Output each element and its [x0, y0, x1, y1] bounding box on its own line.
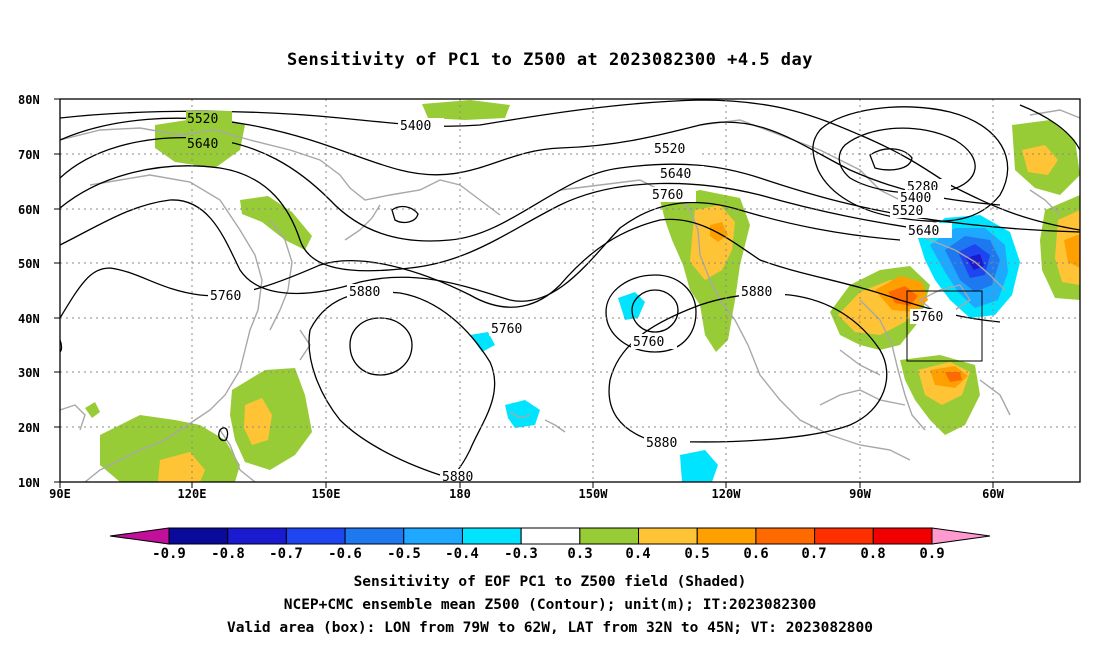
contour-label: 5880 — [646, 436, 677, 451]
colorbar-high-triangle — [931, 527, 991, 545]
contour-label: 5400 — [400, 119, 431, 134]
colorbar-label: -0.3 — [504, 546, 538, 562]
colorbar-cell — [461, 527, 522, 545]
colorbar-label: 0.5 — [684, 546, 709, 562]
lon-label: 150W — [579, 487, 609, 501]
lon-label: 120E — [178, 487, 207, 501]
colorbar-cell — [755, 527, 816, 545]
colorbar-label: -0.4 — [445, 546, 479, 562]
contour-line — [218, 427, 229, 442]
lat-label: 60N — [18, 203, 40, 217]
colorbar-label: -0.6 — [328, 546, 362, 562]
colorbar-label: -0.5 — [387, 546, 421, 562]
lat-lon-grid — [60, 99, 1080, 482]
contour-label: 5760 — [652, 188, 683, 203]
contour-label: 5760 — [912, 310, 943, 325]
colorbar-label: 0.6 — [743, 546, 768, 562]
contour-label: 5760 — [491, 322, 522, 337]
lon-labels: 90E 120E 150E 180 150W 120W 90W 60W — [49, 487, 1004, 501]
caption-line-2: NCEP+CMC ensemble mean Z500 (Contour); u… — [283, 597, 817, 613]
colorbar-cell — [579, 527, 640, 545]
contour-line — [60, 199, 901, 302]
contour-label: 5640 — [187, 137, 218, 152]
colorbar: -0.9 -0.8 -0.7 -0.6 -0.5 -0.4 -0.3 0.3 0… — [109, 527, 991, 562]
lon-label: 180 — [449, 487, 471, 501]
z500-contours — [60, 99, 1080, 482]
colorbar-cell — [814, 527, 874, 545]
colorbar-label: -0.7 — [269, 546, 303, 562]
contour-label: 5520 — [654, 142, 685, 157]
contour-label: 5640 — [908, 224, 939, 239]
contour-line — [391, 205, 419, 224]
colorbar-cell — [403, 527, 463, 545]
lon-label: 60W — [982, 487, 1004, 501]
contour-line — [1019, 104, 1080, 151]
contour-label: 5520 — [187, 112, 218, 127]
colorbar-cell — [696, 527, 757, 545]
contour-label: 5400 — [900, 191, 931, 206]
colorbar-label: 0.4 — [625, 546, 650, 562]
contour-label: 5760 — [633, 335, 664, 350]
lat-label: 10N — [18, 476, 40, 490]
colorbar-label: -0.9 — [152, 546, 186, 562]
contour-label: 5640 — [660, 167, 691, 182]
map-frame — [59, 98, 1081, 483]
lat-label: 50N — [18, 257, 40, 271]
colorbar-label: 0.8 — [860, 546, 885, 562]
colorbar-label: 0.9 — [919, 546, 944, 562]
contour-line — [812, 106, 1009, 222]
contour-line — [631, 289, 679, 333]
contour-line — [60, 117, 1001, 206]
contour-line — [869, 148, 913, 171]
contour-label: 5520 — [892, 204, 923, 219]
colorbar-label: 0.7 — [801, 546, 826, 562]
colorbar-label: 0.3 — [567, 546, 592, 562]
lon-label: 150E — [312, 487, 341, 501]
lat-label: 30N — [18, 366, 40, 380]
colorbar-cell — [227, 527, 287, 545]
lon-label: 120W — [712, 487, 742, 501]
valid-area-box — [906, 290, 983, 362]
caption-line-3: Valid area (box): LON from 79W to 62W, L… — [226, 620, 873, 636]
lat-label: 40N — [18, 312, 40, 326]
axis-ticks — [54, 98, 994, 488]
caption-line-1: Sensitivity of EOF PC1 to Z500 field (Sh… — [353, 574, 747, 590]
contour-labels: 5520 5640 5400 5520 5640 5760 5280 5400 … — [186, 111, 956, 485]
contour-label: 5760 — [210, 289, 241, 304]
contour-line — [349, 317, 413, 376]
lat-label: 70N — [18, 148, 40, 162]
colorbar-cell — [285, 527, 346, 545]
colorbar-cell — [638, 527, 698, 545]
lat-labels: 80N 70N 60N 50N 40N 30N 20N 10N — [18, 93, 40, 490]
lat-label: 20N — [18, 421, 40, 435]
shaded-positive-orange — [710, 222, 1080, 388]
contour-label: 5880 — [442, 470, 473, 485]
lon-label: 90E — [49, 487, 71, 501]
colorbar-cell — [168, 527, 229, 545]
contour-line — [60, 165, 941, 272]
lat-label: 80N — [18, 93, 40, 107]
colorbar-cell — [344, 527, 405, 545]
contour-line — [605, 274, 697, 353]
colorbar-label: -0.8 — [211, 546, 245, 562]
shaded-negative-blue — [470, 215, 1020, 482]
lon-label: 90W — [849, 487, 871, 501]
contour-label: 5880 — [741, 285, 772, 300]
colorbar-cell — [520, 527, 581, 545]
contour-line — [838, 127, 976, 194]
contour-label: 5880 — [349, 285, 380, 300]
colorbar-low-triangle — [109, 527, 170, 545]
colorbar-cell — [872, 527, 933, 545]
contour-line — [60, 218, 1001, 323]
map-title: Sensitivity of PC1 to Z500 at 2023082300… — [286, 50, 813, 70]
contour-line — [308, 291, 496, 482]
